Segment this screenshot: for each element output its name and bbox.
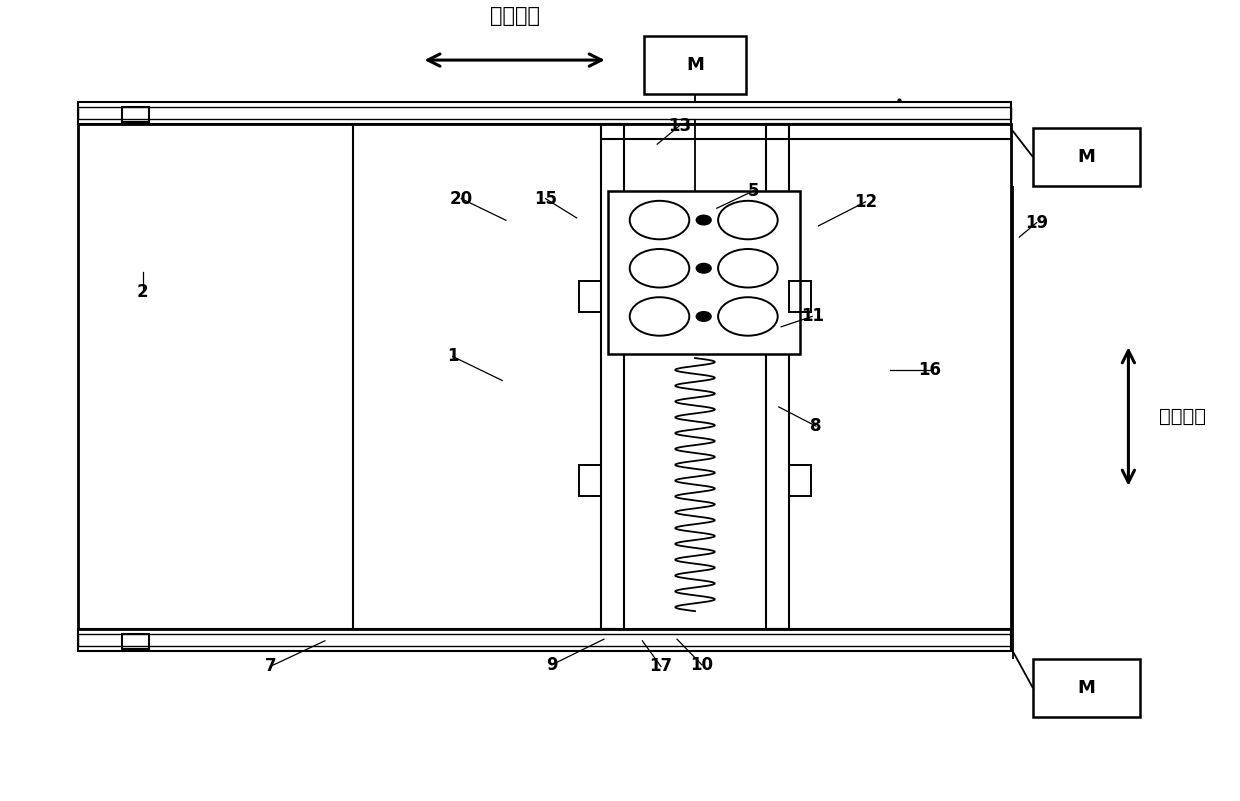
Text: M: M xyxy=(1078,679,1095,697)
Text: 12: 12 xyxy=(854,193,877,211)
Bar xyxy=(78,629,1011,651)
Text: 15: 15 xyxy=(534,190,557,207)
Bar xyxy=(122,107,149,122)
Bar xyxy=(608,191,800,354)
Circle shape xyxy=(697,312,712,321)
Text: 7: 7 xyxy=(264,658,277,675)
Bar xyxy=(1033,128,1140,186)
Bar xyxy=(78,124,1011,629)
Circle shape xyxy=(697,264,712,273)
Text: 9: 9 xyxy=(546,656,558,674)
Text: 5: 5 xyxy=(748,182,760,199)
Text: 19: 19 xyxy=(1025,214,1048,231)
Bar xyxy=(78,634,1011,646)
Bar xyxy=(766,124,789,629)
Text: 17: 17 xyxy=(650,658,672,675)
Bar xyxy=(645,36,745,94)
Bar xyxy=(1033,659,1140,717)
Text: M: M xyxy=(1078,148,1095,166)
Bar xyxy=(789,281,811,312)
Bar xyxy=(579,281,601,312)
Bar xyxy=(78,102,1011,124)
Circle shape xyxy=(697,215,712,225)
Text: 20: 20 xyxy=(450,190,472,207)
Text: 第二方向: 第二方向 xyxy=(1159,407,1207,426)
Bar xyxy=(122,634,149,649)
Bar xyxy=(579,465,601,496)
Text: 16: 16 xyxy=(919,361,941,379)
Text: 第一方向: 第一方向 xyxy=(490,6,539,26)
Bar xyxy=(78,107,1011,119)
Bar xyxy=(601,124,624,629)
Text: 2: 2 xyxy=(136,284,149,301)
Bar xyxy=(789,465,811,496)
Text: 1: 1 xyxy=(446,348,459,365)
Text: 10: 10 xyxy=(691,656,713,674)
Text: 13: 13 xyxy=(668,117,691,135)
Text: 11: 11 xyxy=(801,308,823,325)
Text: 8: 8 xyxy=(810,417,822,435)
Text: M: M xyxy=(686,56,704,74)
